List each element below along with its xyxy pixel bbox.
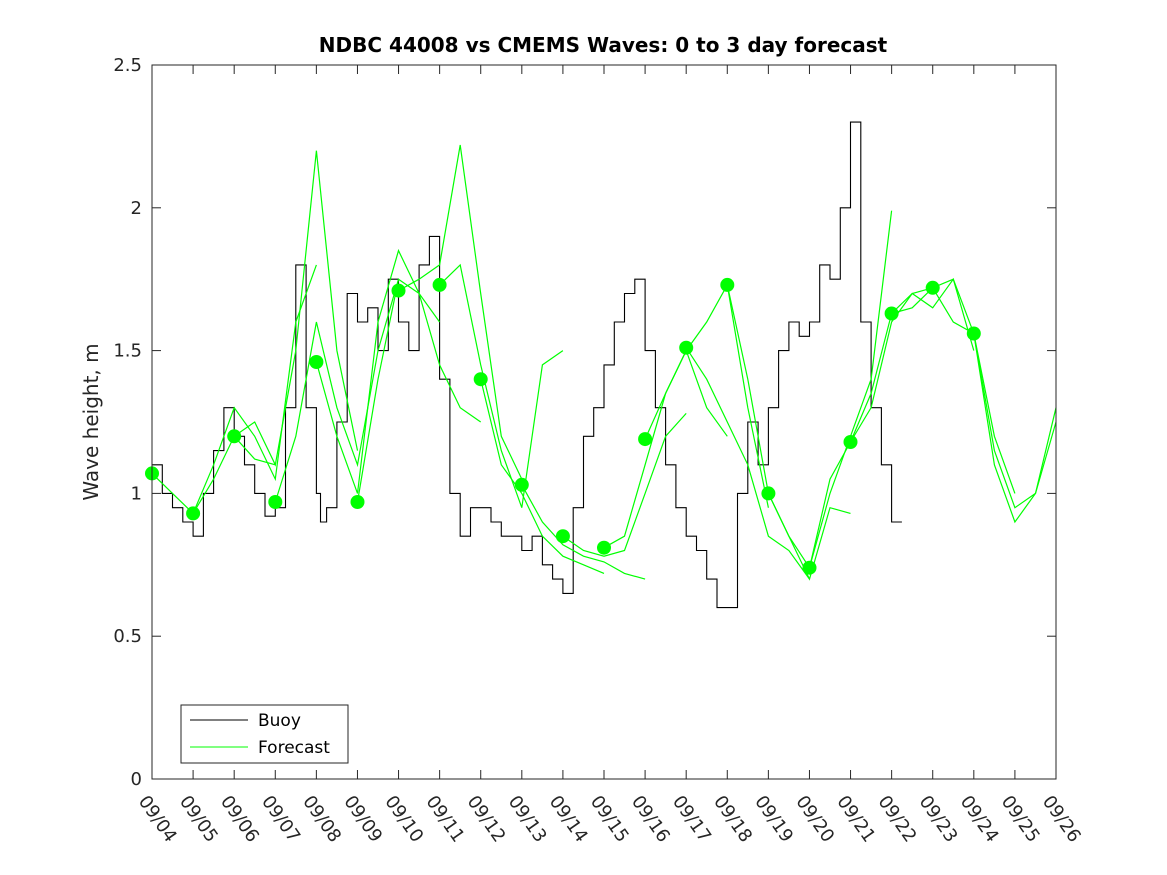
forecast-marker — [761, 486, 776, 501]
chart-title: NDBC 44008 vs CMEMS Waves: 0 to 3 day fo… — [319, 33, 888, 57]
x-tick-label: 09/05 — [175, 792, 222, 847]
x-tick-label: 09/04 — [134, 792, 181, 847]
x-tick-label: 09/26 — [1038, 792, 1085, 847]
legend: Buoy Forecast — [180, 704, 349, 764]
forecast-marker — [391, 283, 406, 298]
forecast-run-line — [274, 279, 400, 503]
forecast-run-line — [480, 379, 605, 574]
x-tick-label: 09/10 — [380, 792, 427, 847]
forecast-run-line — [151, 435, 276, 515]
forecast-run-line — [439, 263, 564, 508]
forecast-run-line — [192, 264, 317, 514]
forecast-run-line — [521, 484, 646, 580]
x-tick-label: 09/23 — [915, 792, 962, 847]
plot-background — [152, 65, 1056, 779]
forecast-marker — [473, 372, 488, 387]
x-tick-label: 09/13 — [504, 792, 551, 847]
y-tick-label: 1.5 — [113, 341, 142, 362]
x-tick-label: 09/09 — [339, 792, 386, 847]
plot-area — [145, 64, 1057, 780]
forecast-run-line — [685, 347, 810, 580]
x-tick-label: 09/16 — [627, 792, 674, 847]
forecast-marker — [925, 280, 940, 295]
forecast-marker — [227, 429, 242, 444]
forecast-marker — [597, 540, 611, 555]
x-tick-label: 09/17 — [668, 792, 715, 847]
x-tick-label: 09/08 — [298, 792, 345, 847]
legend-forecast-label: Forecast — [258, 738, 330, 758]
forecast-run-line — [562, 412, 687, 557]
x-tick-label: 09/25 — [997, 792, 1044, 847]
forecast-run-line — [398, 144, 523, 480]
x-tick-label: 09/11 — [422, 792, 469, 847]
forecast-marker — [843, 435, 858, 449]
y-tick-label: 2.5 — [113, 55, 142, 76]
x-tick-label: 09/06 — [216, 792, 263, 847]
legend-buoy-label: Buoy — [258, 711, 301, 731]
forecast-marker — [802, 560, 817, 575]
forecast-marker — [555, 529, 570, 544]
x-tick-label: 09/21 — [832, 792, 879, 847]
forecast-marker — [186, 506, 201, 521]
x-tick-label: 09/07 — [257, 792, 304, 847]
forecast-marker — [309, 355, 324, 369]
forecast-marker — [268, 495, 283, 509]
y-tick-label: 2 — [131, 198, 142, 219]
y-axis: 0 0.5 1 1.5 2 2.5 — [113, 55, 1056, 790]
x-tick-label: 09/14 — [545, 792, 592, 847]
forecast-run-line — [891, 286, 1016, 494]
forecast-marker — [966, 326, 981, 341]
forecast-marker — [884, 306, 899, 321]
forecast-marker — [638, 432, 653, 447]
legend-box — [180, 704, 349, 764]
x-tick-label: 09/22 — [874, 792, 921, 847]
forecast-marker — [432, 277, 447, 292]
forecast-marker — [350, 495, 365, 509]
y-axis-label: Wave height, m — [79, 343, 103, 500]
forecast-run-line — [767, 210, 893, 570]
y-tick-label: 0.5 — [113, 626, 142, 647]
x-tick-label: 09/12 — [463, 792, 510, 847]
forecast-run-line — [233, 150, 359, 467]
x-tick-label: 09/24 — [956, 792, 1003, 847]
x-tick-label: 09/19 — [750, 792, 797, 847]
x-tick-label: 09/15 — [586, 792, 633, 847]
forecast-run-line — [973, 333, 1057, 524]
x-tick-label: 09/18 — [709, 792, 756, 847]
forecast-marker — [720, 277, 735, 292]
forecast-run-line — [356, 278, 482, 503]
forecast-run-line — [644, 283, 769, 508]
y-tick-label: 1 — [131, 483, 142, 504]
forecast-marker — [679, 340, 694, 355]
y-tick-label: 0 — [131, 769, 142, 790]
x-tick-label: 09/20 — [791, 792, 838, 847]
forecast-marker — [514, 477, 529, 492]
